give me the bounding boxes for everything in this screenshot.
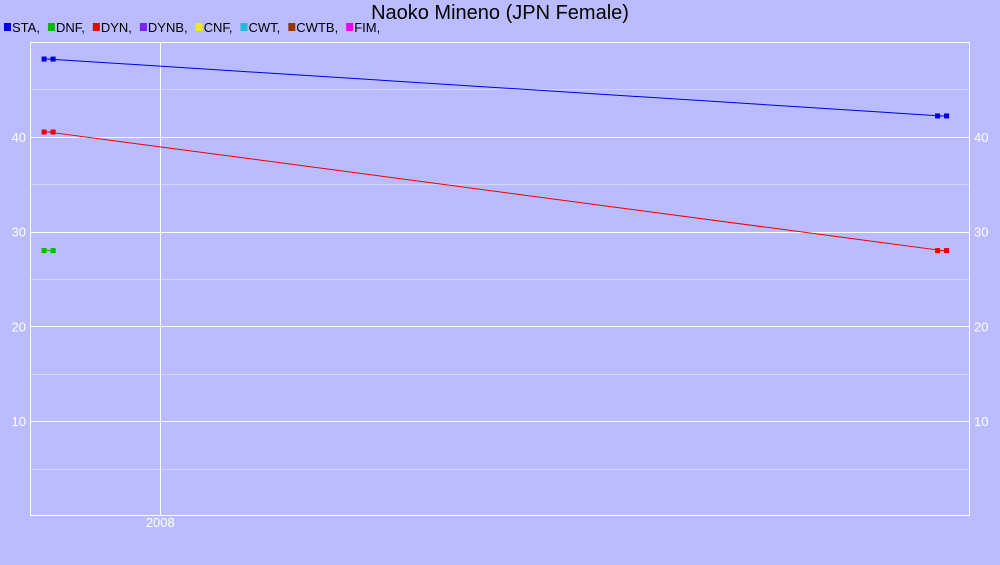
grid [30,42,970,516]
legend-label-5: CWT, [249,20,281,35]
y-tick-label-left-0: 10 [12,414,26,429]
point-marker-dnf-0-a [41,248,47,254]
legend-label-3: DYNB, [148,20,188,35]
series-line-dyn [48,131,943,252]
legend-swatch-3 [139,23,147,31]
x-tick-label-0: 2008 [146,515,175,530]
legend-swatch-7 [346,23,354,31]
point-marker-sta-1-a [935,113,941,119]
legend-swatch-0 [4,23,11,31]
series-layer [41,56,950,254]
legend-swatch-4 [195,23,203,31]
point-marker-dyn-0-b [50,129,56,135]
plot-frame [30,42,970,516]
y-tick-label-left-2: 30 [12,225,26,240]
legend-swatch-1 [47,23,55,31]
legend-label-1: DNF, [56,20,85,35]
y-tick-label-left-1: 20 [12,319,26,334]
y-tick-label-right-2: 30 [974,225,988,240]
chart-title: Naoko Mineno (JPN Female) [371,2,629,24]
point-marker-sta-0-a [41,56,47,62]
point-marker-dnf-0-b [50,248,56,254]
point-marker-dyn-1-b [944,248,950,254]
legend-swatch-5 [240,23,248,31]
y-tick-label-left-3: 40 [12,130,26,145]
y-tick-label-right-0: 10 [974,414,988,429]
legend-label-4: CNF, [204,20,233,35]
y-tick-label-right-3: 40 [974,130,988,145]
legend-swatch-6 [288,23,296,31]
legend-label-7: FIM, [354,20,380,35]
point-marker-sta-0-b [50,56,56,62]
legend-label-2: DYN, [101,20,132,35]
legend-label-6: CWTB, [296,20,338,35]
legend-label-0: STA, [12,20,40,35]
y-tick-label-right-1: 20 [974,319,988,334]
legend: STA, DNF, DYN, DYNB, CNF, CWT, CWTB, FIM, [4,20,380,35]
series-line-sta [48,58,943,117]
tick-labels: 10 10 20 20 30 30 40 40 2008 [12,130,989,530]
point-marker-sta-1-b [944,113,950,119]
legend-swatch-2 [92,23,100,31]
point-marker-dyn-1-a [935,248,941,254]
point-marker-dyn-0-a [41,129,47,135]
